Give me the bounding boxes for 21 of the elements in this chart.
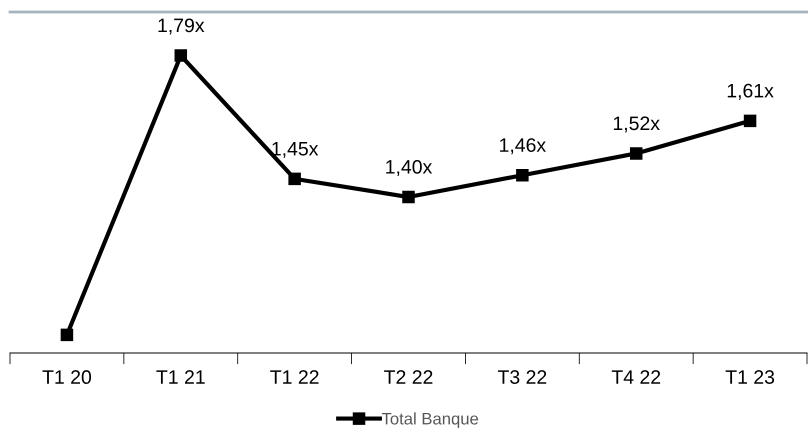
x-tick-label: T2 22 bbox=[384, 370, 432, 384]
point bbox=[630, 147, 642, 160]
data-label: 1,46x bbox=[500, 138, 546, 154]
data-label: 1,79x bbox=[158, 18, 204, 35]
point bbox=[288, 172, 301, 186]
point bbox=[402, 190, 415, 204]
x-tick-label: T1 22 bbox=[270, 370, 319, 384]
data-label: 1,40x bbox=[386, 160, 432, 176]
x-tick-label: T1 23 bbox=[726, 370, 774, 384]
point bbox=[744, 114, 756, 128]
x-tick-label: T3 22 bbox=[498, 370, 546, 384]
point bbox=[60, 328, 74, 342]
x-tick-label: T1 20 bbox=[42, 370, 92, 384]
data-label: 1,52x bbox=[614, 116, 660, 132]
x-tick-label: T1 21 bbox=[156, 370, 205, 384]
point bbox=[516, 168, 529, 182]
x-tick-label: T4 22 bbox=[612, 370, 660, 384]
point bbox=[174, 49, 188, 62]
data-label: 1,45x bbox=[272, 142, 318, 158]
data-label: 1,61x bbox=[728, 84, 774, 100]
legend-label: Total Banque bbox=[382, 412, 478, 428]
